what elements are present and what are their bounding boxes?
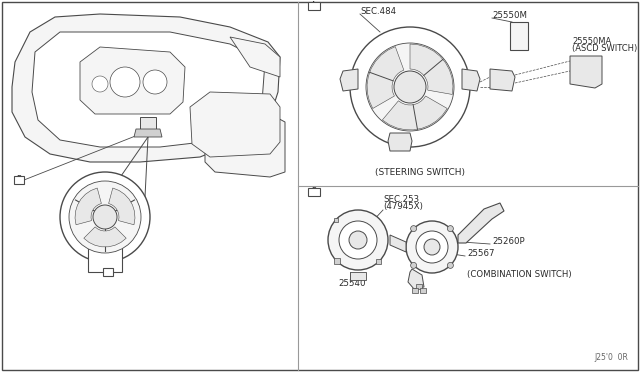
Text: (STEERING SWITCH): (STEERING SWITCH) [375,167,465,176]
Text: B: B [312,187,317,196]
Circle shape [350,27,470,147]
Bar [103,268,113,276]
Text: J25'0  0R: J25'0 0R [594,353,628,362]
Text: B: B [17,176,22,185]
Text: SEC.253: SEC.253 [383,196,419,205]
Circle shape [366,43,454,131]
Circle shape [447,225,453,232]
Polygon shape [570,56,602,88]
Bar [510,22,528,50]
Circle shape [143,70,167,94]
Polygon shape [340,69,358,91]
Circle shape [92,76,108,92]
Bar [334,258,340,264]
Polygon shape [80,47,185,114]
Text: 25540: 25540 [338,279,365,289]
Circle shape [447,262,453,268]
Polygon shape [388,133,412,151]
Polygon shape [490,69,515,91]
Circle shape [394,71,426,103]
Polygon shape [367,46,404,109]
Text: SEC.484: SEC.484 [360,7,396,16]
Polygon shape [84,227,126,247]
Text: 25550MA: 25550MA [572,38,611,46]
Text: (47945X): (47945X) [383,202,423,212]
Bar [420,288,426,293]
Text: (ASCD SWITCH): (ASCD SWITCH) [572,45,637,54]
Polygon shape [390,235,406,252]
Bar [334,218,338,222]
Polygon shape [190,92,280,157]
Circle shape [424,239,440,255]
Circle shape [60,172,150,262]
Circle shape [328,210,388,270]
Polygon shape [205,112,285,177]
Text: 25567: 25567 [467,250,495,259]
Circle shape [416,231,448,263]
Polygon shape [410,44,453,94]
Circle shape [339,221,377,259]
Bar [308,2,320,10]
Text: A: A [106,267,111,276]
Polygon shape [458,203,504,243]
Bar [308,188,320,196]
Polygon shape [408,269,424,289]
Bar [14,176,24,184]
Text: A: A [312,1,317,10]
Bar [412,288,418,293]
Circle shape [349,231,367,249]
Bar [416,284,422,289]
Circle shape [69,181,141,253]
Polygon shape [350,272,366,280]
Polygon shape [382,96,447,130]
Polygon shape [462,69,480,91]
Circle shape [411,262,417,268]
Polygon shape [140,117,156,135]
Text: (COMBINATION SWITCH): (COMBINATION SWITCH) [467,269,572,279]
Polygon shape [134,129,162,137]
Circle shape [411,225,417,232]
Polygon shape [75,188,101,225]
Polygon shape [12,14,280,162]
Text: 25260P: 25260P [492,237,525,247]
Text: 25550M: 25550M [492,12,527,20]
Polygon shape [32,32,265,147]
Polygon shape [109,188,135,225]
Circle shape [93,205,117,229]
Bar [376,259,381,264]
Polygon shape [230,37,280,77]
Circle shape [110,67,140,97]
Circle shape [406,221,458,273]
Bar [88,242,122,272]
